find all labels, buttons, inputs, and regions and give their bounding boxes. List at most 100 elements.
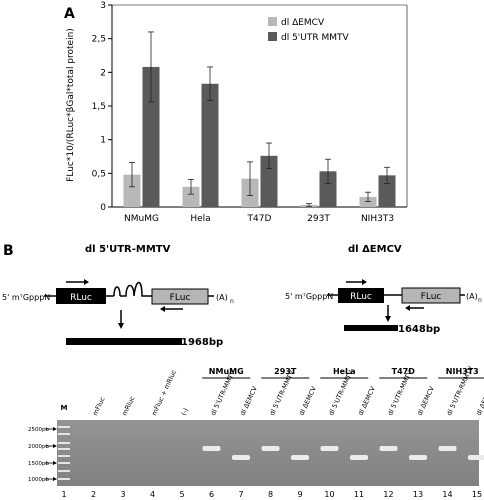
gel-group-label: T47D bbox=[392, 367, 416, 376]
gel-lane-number: 1 bbox=[61, 490, 66, 499]
gel-lane-numbers: 1 2 3 4 5 6 7 8 9 10 11 12 13 14 15 bbox=[61, 490, 482, 499]
gel-band bbox=[232, 455, 250, 460]
panel-b-label: B bbox=[3, 243, 14, 259]
gel-marker-label: 2500pb bbox=[28, 427, 49, 433]
construct-mmtv-title: dl 5'UTR-MMTV bbox=[85, 244, 171, 255]
y-tick-label: 1,5 bbox=[92, 102, 106, 112]
gel-band bbox=[320, 446, 339, 451]
gel-band bbox=[468, 455, 484, 460]
amplicon-size-mmtv: 1968bp bbox=[181, 337, 223, 348]
gel-lane-label: dl ΔEMCV bbox=[475, 385, 484, 417]
legend-swatch-emcv bbox=[268, 17, 277, 26]
y-tick-label: 1 bbox=[100, 136, 106, 146]
gel-lane-number: 14 bbox=[442, 490, 452, 499]
gel-lane-label: dl ΔEMCV bbox=[357, 385, 378, 417]
y-tick-label: 3 bbox=[100, 1, 106, 11]
gel-lane-number: 6 bbox=[209, 490, 214, 499]
polya-label: (A) bbox=[216, 293, 228, 302]
amplicon-size-emcv: 1648bp bbox=[398, 324, 440, 335]
gel-marker-label: 2000pb bbox=[28, 444, 49, 450]
gel-lane-label: dl ΔEMCV bbox=[416, 385, 437, 417]
svg-text:n: n bbox=[230, 298, 234, 305]
gel-group-label: NMuMG bbox=[209, 367, 244, 376]
gel-lane-number: 8 bbox=[268, 490, 273, 499]
amplicon-bar-emcv bbox=[344, 325, 398, 331]
y-tick-label: 0 bbox=[100, 203, 106, 213]
gel-group-label: HeLa bbox=[333, 367, 356, 376]
svg-text:n: n bbox=[478, 297, 482, 304]
bar bbox=[201, 83, 219, 207]
gel-lane-label: dl ΔEMCV bbox=[298, 385, 319, 417]
ladder-band bbox=[58, 442, 70, 444]
gel-marker-label: 1500pb bbox=[28, 461, 49, 467]
ladder-band bbox=[58, 426, 70, 428]
amplicon-bar-mmtv bbox=[66, 338, 182, 345]
gel-lane-label: (-) bbox=[180, 407, 190, 417]
panel-a-label: A bbox=[64, 6, 75, 22]
gel-band bbox=[409, 455, 427, 460]
ladder-band bbox=[58, 478, 70, 480]
x-tick-label: T47D bbox=[247, 214, 272, 224]
fluc-label-2: FLuc bbox=[421, 292, 442, 302]
gel-lane-number: 5 bbox=[179, 490, 184, 499]
gel-lane-label: mRluc bbox=[121, 395, 137, 417]
gel-lane-number: 3 bbox=[120, 490, 125, 499]
gel-lane-number: 2 bbox=[91, 490, 96, 499]
gel-group-label: NIH3T3 bbox=[446, 367, 479, 376]
polya-label-2: (A) bbox=[466, 292, 478, 301]
y-tick-label: 0,5 bbox=[92, 169, 106, 179]
ladder-band bbox=[58, 462, 70, 464]
gel-band bbox=[261, 446, 280, 451]
construct-mmtv: dl 5'UTR-MMTV 5' m⁷GpppN RLuc FLuc (A) n… bbox=[2, 244, 234, 348]
x-tick-label: 293T bbox=[307, 214, 330, 224]
gel-band bbox=[379, 446, 398, 451]
y-tick-label: 2,5 bbox=[92, 35, 106, 45]
legend-swatch-mmtv bbox=[268, 32, 277, 41]
construct-mmtv-cap: 5' m⁷GpppN bbox=[2, 293, 50, 302]
gel-size-markers: 2500pb 2000pb 1500pb 1000pb bbox=[28, 427, 57, 483]
ladder-band bbox=[58, 448, 70, 450]
ladder-band bbox=[58, 455, 70, 457]
gel-bands bbox=[58, 426, 484, 480]
gel-band bbox=[350, 455, 368, 460]
gel-group-labels: NMuMG 293T HeLa T47D NIH3T3 bbox=[202, 367, 484, 379]
x-tick-label: Hela bbox=[190, 214, 210, 224]
x-tick-label: NMuMG bbox=[124, 214, 159, 224]
bar bbox=[123, 174, 141, 207]
gel-lane-number: 9 bbox=[297, 490, 302, 499]
x-axis-labels: NMuMG Hela T47D 293T NIH3T3 bbox=[124, 214, 394, 224]
gel-lane-number: 11 bbox=[354, 490, 364, 499]
construct-emcv: dl ΔEMCV 5' m⁷GpppN RLuc FLuc (A) n 1648… bbox=[285, 244, 482, 335]
hairpin-structure bbox=[106, 281, 152, 297]
gel-lane-number: 7 bbox=[238, 490, 243, 499]
fluc-label: FLuc bbox=[170, 293, 191, 303]
ladder-band bbox=[58, 470, 70, 472]
bar-chart: FLuc*10/(RLuc*βGal*total protein) 0 0,5 1 1… bbox=[66, 1, 408, 224]
construct-emcv-title: dl ΔEMCV bbox=[348, 244, 402, 255]
y-axis-label: FLuc*10/(RLuc*βGal*total protein) bbox=[66, 28, 76, 182]
gel-marker-label: 1000pb bbox=[28, 477, 49, 483]
gel-lane-number: 12 bbox=[383, 490, 393, 499]
construct-emcv-cap: 5' m⁷GpppN bbox=[285, 292, 333, 301]
bar bbox=[182, 186, 200, 207]
y-axis-ticks: 0 0,5 1 1,5 2 2,5 3 bbox=[92, 1, 408, 213]
rluc-label-2: RLuc bbox=[350, 292, 372, 302]
gel-lane-number: 4 bbox=[150, 490, 155, 499]
gel-lane-label: mFluc bbox=[91, 395, 107, 417]
gel-lane-label: dl ΔEMCV bbox=[239, 385, 260, 417]
x-tick-label: NIH3T3 bbox=[361, 214, 394, 224]
gel-band bbox=[438, 446, 457, 451]
gel-lane-label: mFluc + mRluc bbox=[150, 368, 178, 417]
ladder-band bbox=[58, 433, 70, 435]
bar bbox=[260, 155, 278, 207]
gel-group-label: 293T bbox=[274, 367, 297, 376]
rluc-box-2 bbox=[338, 288, 384, 303]
bar bbox=[142, 66, 160, 208]
legend-label-emcv: dl ΔEMCV bbox=[281, 18, 325, 28]
rluc-label: RLuc bbox=[70, 293, 92, 303]
legend: dl ΔEMCV dl 5'UTR MMTV bbox=[268, 17, 350, 43]
bar bbox=[319, 171, 337, 207]
gel-lane-number: 13 bbox=[413, 490, 423, 499]
bar-series bbox=[123, 31, 396, 208]
